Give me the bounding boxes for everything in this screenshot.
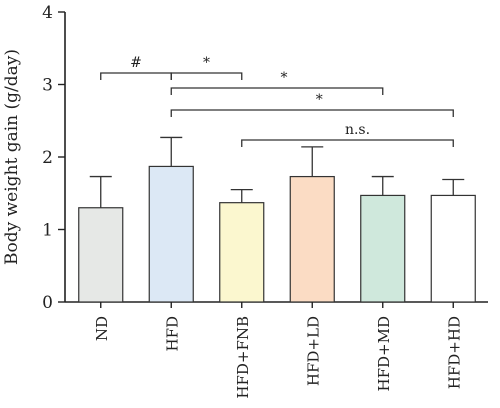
y-tick-label: 3 [42, 76, 53, 96]
category-label: HFD+HD [445, 316, 463, 389]
category-label: HFD+MD [375, 316, 393, 391]
bar [219, 202, 265, 303]
significance-bracket [170, 87, 384, 95]
bars [78, 136, 476, 308]
y-axis-title: Body weight gain (g/day) [2, 49, 22, 265]
significance-label: * [203, 55, 210, 71]
y-tick-label: 2 [42, 148, 53, 168]
bar [78, 207, 124, 303]
category-labels: ND HFD HFD+FNB HFD+LD HFD+MD HFD+HD [93, 316, 464, 399]
significance-bracket [100, 72, 172, 80]
category-label: HFD [163, 316, 181, 352]
bar [289, 175, 335, 303]
bar [360, 194, 406, 303]
category-label: ND [93, 316, 111, 341]
significance-bracket [241, 139, 454, 147]
category-label: HFD+FNB [234, 316, 252, 399]
significance-label: * [281, 70, 288, 86]
y-tick-label: 4 [42, 3, 53, 23]
y-tick-label: 1 [42, 221, 53, 241]
y-tick-label: 0 [42, 293, 53, 313]
y-ticks: 0 1 2 3 4 [42, 3, 65, 313]
bar [148, 165, 194, 303]
significance-label: n.s. [345, 122, 370, 138]
category-label: HFD+LD [304, 316, 322, 386]
significance-label: # [130, 55, 142, 71]
bar [430, 194, 476, 303]
significance-bracket [170, 109, 454, 117]
significance-bracket [170, 72, 243, 80]
axes [64, 12, 488, 303]
significance-brackets: # * * * n.s. [100, 55, 454, 147]
significance-label: * [316, 92, 323, 108]
